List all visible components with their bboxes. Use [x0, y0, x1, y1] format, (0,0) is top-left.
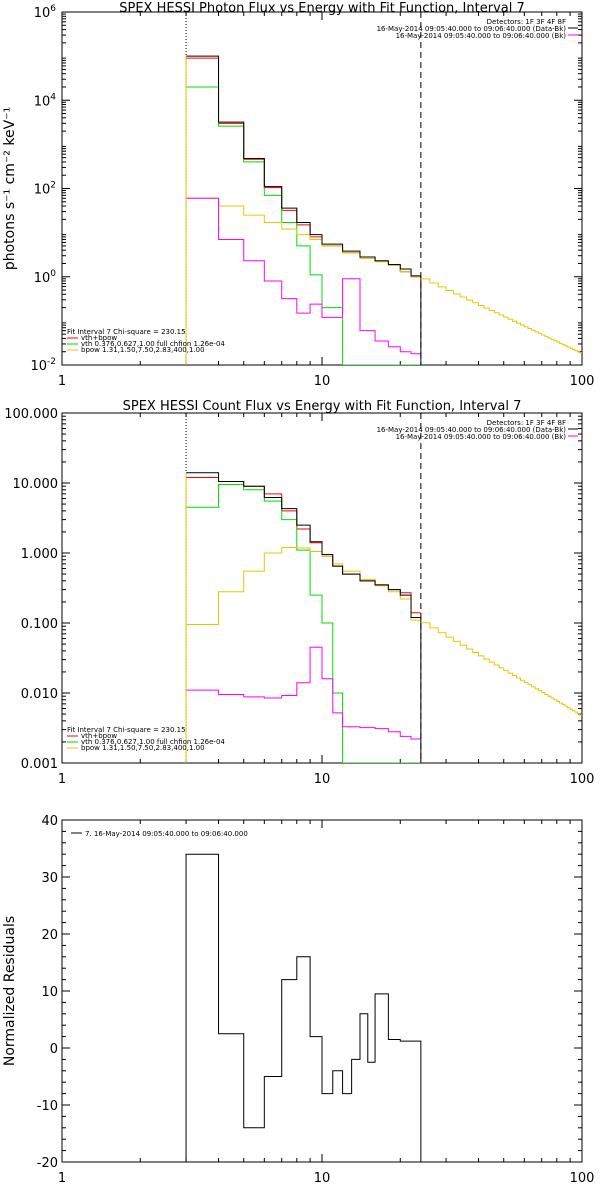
y-tick-label: -20 [37, 1156, 58, 1171]
chart-3: 1 10 100 -20 -10 0 10 20 30 40 Normalized Residual… [2, 814, 594, 1186]
series-2 [186, 484, 421, 763]
series-bpow-extension [420, 278, 582, 354]
y-tick-label: -10 [37, 1099, 58, 1114]
y-tick-label: 0 [50, 1042, 58, 1057]
y-tick-label: 1.000 [21, 547, 58, 562]
x-tick-label: 10 [314, 772, 331, 787]
y-tick-label: 10-2 [30, 357, 56, 374]
data-layer [185, 472, 582, 763]
y-tick-label: 0.010 [21, 687, 58, 702]
y-axis-label: Normalized Residuals [2, 916, 18, 1066]
series-4 [186, 55, 421, 277]
y-tick-label: 102 [34, 181, 56, 198]
chart-1: SPEX HESSI Photon Flux vs Energy with Fi… [2, 1, 594, 389]
series-5 [186, 646, 421, 740]
y-tick-label: 104 [34, 92, 57, 109]
series-2 [186, 86, 421, 365]
y-axis: -20 -10 0 10 20 30 40 [37, 814, 582, 1171]
series-5 [186, 197, 421, 355]
series-1 [186, 57, 421, 278]
series-1 [186, 476, 421, 614]
y-tick-label: 40 [41, 814, 58, 829]
y-tick-label: 0.100 [21, 617, 58, 632]
x-tick-label: 10 [314, 1171, 331, 1186]
legend-bottom-entry: vth 0.376,0.627,1.00 full chfion 1.26e-0… [81, 738, 225, 746]
plot-frame [61, 819, 583, 1163]
series-bpow-extension [420, 622, 582, 716]
x-tick-label: 100 [570, 772, 595, 787]
x-tick-label: 1 [58, 374, 66, 389]
chart-2: SPEX HESSI Count Flux vs Energy with Fit… [4, 399, 594, 787]
y-axis: 10-2 100 102 104 106 [30, 4, 582, 374]
y-axis: 0.001 0.010 0.100 1.000 10.000 100.000 [4, 407, 582, 772]
x-tick-label: 100 [570, 1171, 595, 1186]
series-4 [186, 472, 421, 618]
x-axis: 1 10 100 [58, 820, 595, 1186]
series-3 [186, 197, 421, 278]
legend-top-entry: 16-May-2014 09:05:40.000 to 09:06:40.000… [396, 433, 567, 441]
data-layer [185, 853, 422, 1162]
legend-bottom-entry: bpow 1.31,1.50,7.50,2.83,400,1.00 [81, 744, 205, 752]
legend-top-entry: Detectors: 1F 3F 4F 8F [487, 419, 566, 427]
x-axis: 1 10 100 [58, 12, 595, 389]
data-layer [185, 55, 582, 365]
y-axis-label: photons s⁻¹ cm⁻² keV⁻¹ [2, 107, 18, 270]
y-tick-label: 10 [41, 985, 58, 1000]
y-tick-label: 0.001 [21, 757, 58, 772]
series-1 [185, 853, 422, 1162]
legend-bottom-entry: bpow 1.31,1.50,7.50,2.83,400,1.00 [81, 346, 205, 354]
legend-bottom-entry: vth 0.376,0.627,1.00 full chfion 1.26e-0… [81, 340, 225, 348]
x-tick-label: 100 [570, 374, 595, 389]
y-tick-label: 10.000 [13, 477, 59, 492]
legend-top-entry: 16-May-2014 09:05:40.000 to 09:06:40.000… [396, 32, 567, 40]
legend-top-entry: 16-May-2014 09:05:40.000 to 09:06:40.000… [377, 25, 567, 33]
legend-bottom-entry: Fit Interval 7 Chi-square = 230.15 [67, 328, 186, 336]
legend-top-entry: 16-May-2014 09:05:40.000 to 09:06:40.000… [377, 426, 567, 434]
legend-top-entry: Detectors: 1F 3F 4F 8F [487, 18, 566, 26]
chart-title: SPEX HESSI Count Flux vs Energy with Fit… [123, 399, 522, 414]
y-tick-label: 100 [34, 269, 57, 286]
x-tick-label: 1 [58, 1171, 66, 1186]
legend: 7. 16-May-2014 09:05:40.000 to 09:06:40.… [71, 830, 248, 838]
y-tick-label: 106 [34, 4, 57, 21]
y-tick-label: 20 [41, 928, 58, 943]
x-tick-label: 10 [314, 374, 331, 389]
x-tick-label: 1 [58, 772, 66, 787]
legend-bottom-entry: Fit Interval 7 Chi-square = 230.15 [67, 726, 186, 734]
legend-bottom-entry: vth+bpow [81, 732, 117, 740]
x-axis: 1 10 100 [58, 413, 595, 787]
plot-frame [61, 412, 583, 764]
series-3 [186, 546, 421, 626]
y-tick-label: 100.000 [4, 407, 58, 422]
y-tick-label: 30 [41, 871, 58, 886]
legend-bottom-entry: vth+bpow [81, 334, 117, 342]
legend-upper-left: 7. 16-May-2014 09:05:40.000 to 09:06:40.… [85, 830, 248, 838]
